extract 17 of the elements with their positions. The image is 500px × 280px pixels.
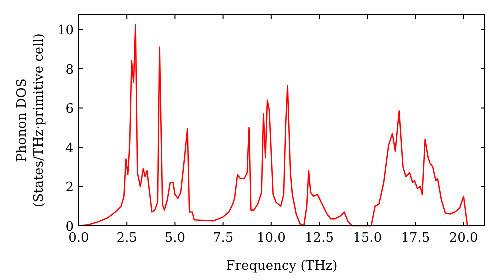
y-tick-label: 8 (66, 62, 74, 78)
y-tick-label: 4 (66, 141, 74, 156)
x-tick-label: 0.0 (68, 231, 90, 246)
x-axis-title: Frequency (THz) (226, 259, 338, 274)
x-tick-label: 7.5 (212, 231, 234, 246)
x-tick-label: 10.0 (256, 231, 286, 246)
x-tick-label: 20.0 (449, 231, 478, 246)
y-tick-label: 6 (66, 102, 74, 118)
line-series (78, 24, 468, 227)
y-axis-title: Phonon DOS (States/THz·primitive cell) (15, 33, 47, 208)
x-tick-label: 15.0 (353, 231, 382, 246)
x-tick-label: 12.5 (305, 231, 334, 246)
x-tick-label: 5.0 (164, 231, 186, 246)
x-tick-label: 2.5 (116, 231, 138, 246)
y-tick-label: 10 (57, 24, 74, 39)
x-tick-label: 17.5 (401, 231, 430, 246)
y-tick-label: 2 (66, 180, 74, 196)
